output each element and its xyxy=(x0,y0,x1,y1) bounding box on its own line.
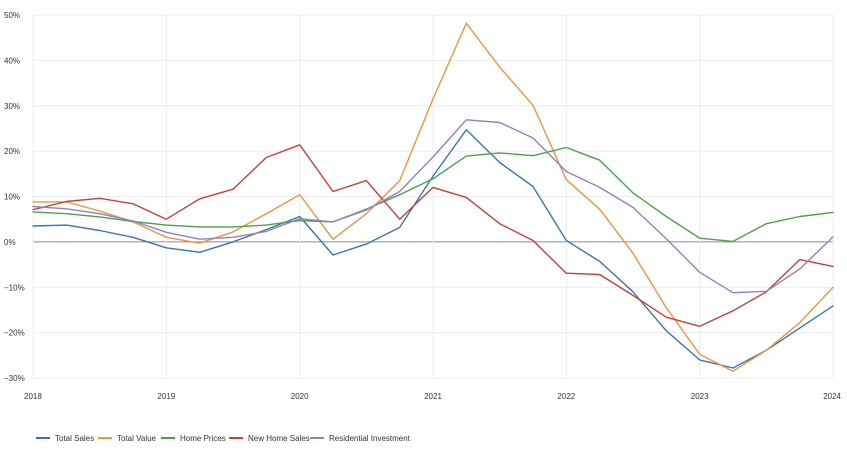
series-line-total-value xyxy=(32,22,834,372)
legend-item-new-home-sales[interactable]: New Home Sales xyxy=(229,434,310,443)
series-line-residential-investment xyxy=(32,119,834,294)
x-tick-label: 2021 xyxy=(424,392,442,401)
legend-label: Total Sales xyxy=(55,434,94,443)
legend-item-total-value[interactable]: Total Value xyxy=(98,434,157,443)
legend: Total Sales Total Value Home Prices New Hom… xyxy=(36,434,411,443)
x-tick-label: 2018 xyxy=(24,392,42,401)
x-tick-label: 2019 xyxy=(157,392,175,401)
x-tick-label: 2022 xyxy=(557,392,575,401)
y-tick-label: 0% xyxy=(4,238,16,247)
y-tick-label: 40% xyxy=(4,56,20,65)
legend-label: Total Value xyxy=(117,434,157,443)
y-tick-label: 10% xyxy=(4,193,20,202)
legend-item-residential-investment[interactable]: Residential Investment xyxy=(310,434,411,443)
x-tick-label: 2020 xyxy=(291,392,309,401)
y-tick-label: −10% xyxy=(4,283,25,292)
y-tick-label: 20% xyxy=(4,147,20,156)
legend-item-home-prices[interactable]: Home Prices xyxy=(161,434,226,443)
series-line-total-sales xyxy=(32,129,834,369)
y-axis: 50% 40% 30% 20% 10% 0% −10% −20% −30% xyxy=(4,11,25,383)
x-axis: 2018 2019 2020 2021 2022 2023 2024 xyxy=(24,392,842,401)
legend-label: Home Prices xyxy=(180,434,226,443)
series-line-home-prices xyxy=(32,146,834,243)
y-tick-label: 30% xyxy=(4,102,20,111)
y-tick-label: −30% xyxy=(4,374,25,383)
y-tick-label: −20% xyxy=(4,329,25,338)
x-tick-label: 2023 xyxy=(691,392,709,401)
legend-item-total-sales[interactable]: Total Sales xyxy=(36,434,94,443)
legend-label: New Home Sales xyxy=(248,434,310,443)
y-tick-label: 50% xyxy=(4,11,20,20)
legend-label: Residential Investment xyxy=(329,434,411,443)
series-lines xyxy=(32,22,834,372)
series-line-new-home-sales xyxy=(32,144,834,327)
grid xyxy=(32,14,834,379)
x-tick-label: 2024 xyxy=(823,392,841,401)
